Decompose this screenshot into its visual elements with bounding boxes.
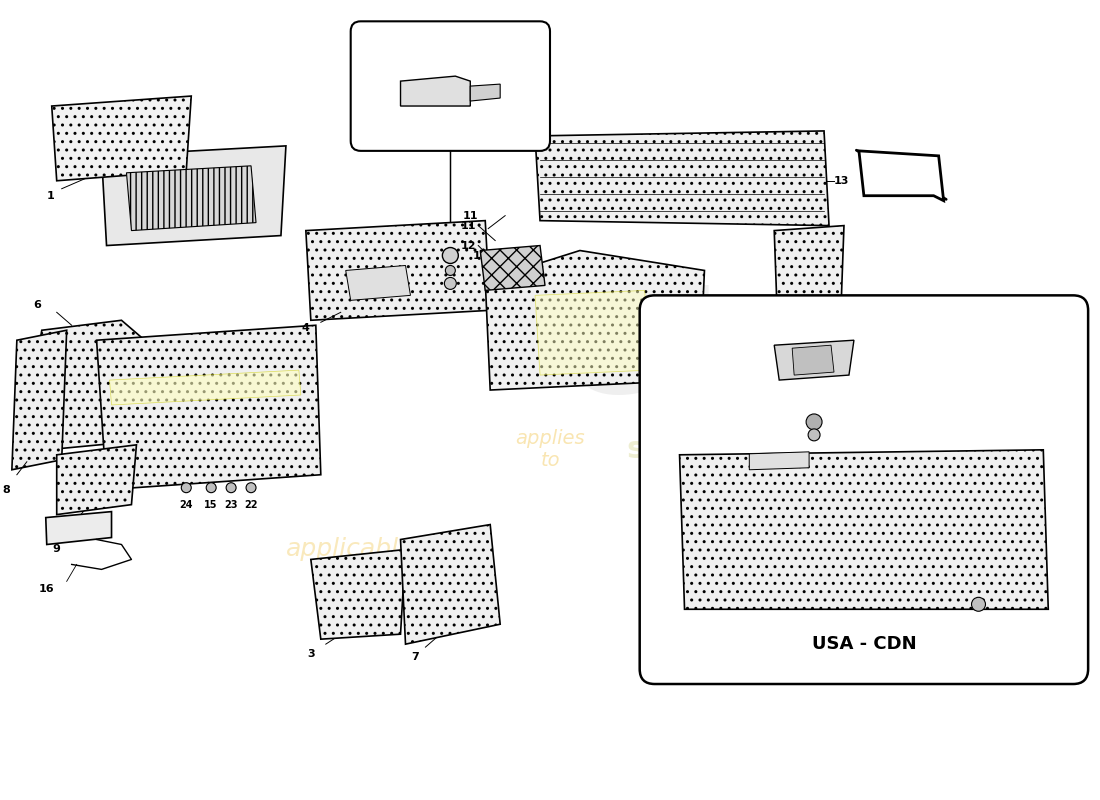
Text: 13: 13 <box>657 579 672 590</box>
Text: 10: 10 <box>472 250 487 261</box>
Text: applicable: applicable <box>286 538 415 562</box>
Text: 8: 8 <box>2 485 10 494</box>
Text: 22: 22 <box>244 500 257 510</box>
Polygon shape <box>535 131 829 226</box>
FancyBboxPatch shape <box>640 295 1088 684</box>
Polygon shape <box>126 166 256 230</box>
Polygon shape <box>97 326 321 490</box>
Text: 11: 11 <box>462 210 477 221</box>
Polygon shape <box>400 525 500 644</box>
Circle shape <box>446 266 455 275</box>
Text: 6: 6 <box>33 300 41 310</box>
Text: 19: 19 <box>757 420 772 430</box>
Text: etes: etes <box>563 276 935 425</box>
Circle shape <box>808 429 821 441</box>
Polygon shape <box>481 246 544 290</box>
Text: 25: 25 <box>440 40 458 53</box>
Text: 12: 12 <box>460 241 476 250</box>
Text: 14: 14 <box>849 315 865 326</box>
Text: applies
to: applies to <box>515 430 585 470</box>
Text: 5: 5 <box>710 350 717 360</box>
Polygon shape <box>535 290 650 375</box>
Polygon shape <box>52 96 191 181</box>
Polygon shape <box>680 450 1048 610</box>
Text: 17: 17 <box>757 450 772 460</box>
Polygon shape <box>859 151 944 201</box>
Text: 13: 13 <box>834 176 849 186</box>
Text: 9: 9 <box>53 545 60 554</box>
Circle shape <box>442 247 459 263</box>
Text: 3: 3 <box>307 649 315 659</box>
Polygon shape <box>485 250 704 390</box>
Circle shape <box>182 482 191 493</box>
Text: 1: 1 <box>47 190 55 201</box>
Text: 18: 18 <box>757 323 772 334</box>
Polygon shape <box>400 76 471 106</box>
Text: 24: 24 <box>179 500 192 510</box>
Text: 4: 4 <box>301 323 310 334</box>
Text: since 1985: since 1985 <box>627 435 812 464</box>
Polygon shape <box>345 266 410 300</box>
Circle shape <box>778 339 790 351</box>
Circle shape <box>246 482 256 493</box>
Polygon shape <box>774 226 844 370</box>
Circle shape <box>806 414 822 430</box>
Text: 11: 11 <box>460 221 476 230</box>
Text: 15: 15 <box>517 254 532 263</box>
Polygon shape <box>471 84 501 101</box>
Circle shape <box>444 278 456 290</box>
Text: USA - CDN: USA - CDN <box>812 635 916 653</box>
Circle shape <box>206 482 217 493</box>
Text: 21: 21 <box>757 306 772 315</box>
Polygon shape <box>101 146 286 246</box>
Polygon shape <box>311 550 406 639</box>
Polygon shape <box>46 512 111 545</box>
Polygon shape <box>57 445 136 514</box>
Text: 2: 2 <box>63 522 70 533</box>
Circle shape <box>971 598 986 611</box>
FancyBboxPatch shape <box>351 22 550 151</box>
Text: 20: 20 <box>657 610 672 619</box>
Polygon shape <box>749 452 810 470</box>
Polygon shape <box>306 221 491 320</box>
Polygon shape <box>774 340 854 380</box>
Polygon shape <box>792 345 834 375</box>
Polygon shape <box>110 370 301 405</box>
Text: 15: 15 <box>205 500 218 510</box>
Text: 15: 15 <box>781 360 796 370</box>
Text: 23: 23 <box>224 500 238 510</box>
Circle shape <box>227 482 236 493</box>
Text: 7: 7 <box>411 652 419 662</box>
Text: 16: 16 <box>39 584 55 594</box>
Polygon shape <box>12 330 67 470</box>
Polygon shape <box>32 320 156 450</box>
